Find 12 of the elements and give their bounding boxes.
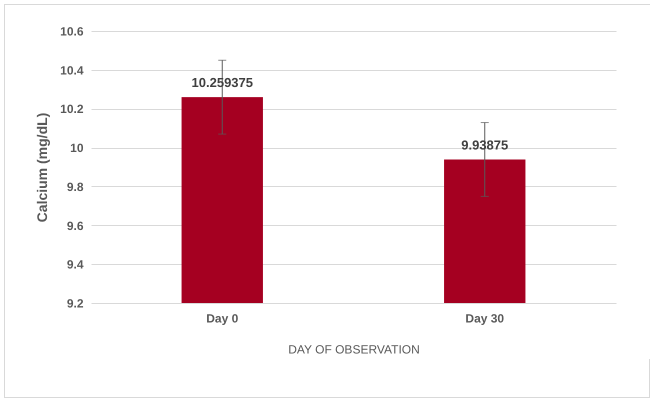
y-axis-title: Calcium (mg/dL) — [34, 112, 50, 222]
y-tick-label: 10.6 — [60, 24, 84, 38]
y-tick-label: 10.2 — [60, 102, 84, 116]
x-tick-label: Day 0 — [206, 312, 239, 326]
y-tick-label: 9.6 — [66, 218, 84, 233]
y-tick-label: 9.4 — [66, 258, 84, 272]
y-tick-label: 9.8 — [66, 180, 84, 194]
x-axis-title: DAY OF OBSERVATION — [288, 342, 420, 356]
y-tick-label: 10.4 — [60, 63, 84, 78]
y-tick-label: 10 — [70, 141, 84, 156]
x-tick-label: Day 30 — [465, 312, 504, 326]
y-tick-label: 9.2 — [66, 296, 84, 310]
